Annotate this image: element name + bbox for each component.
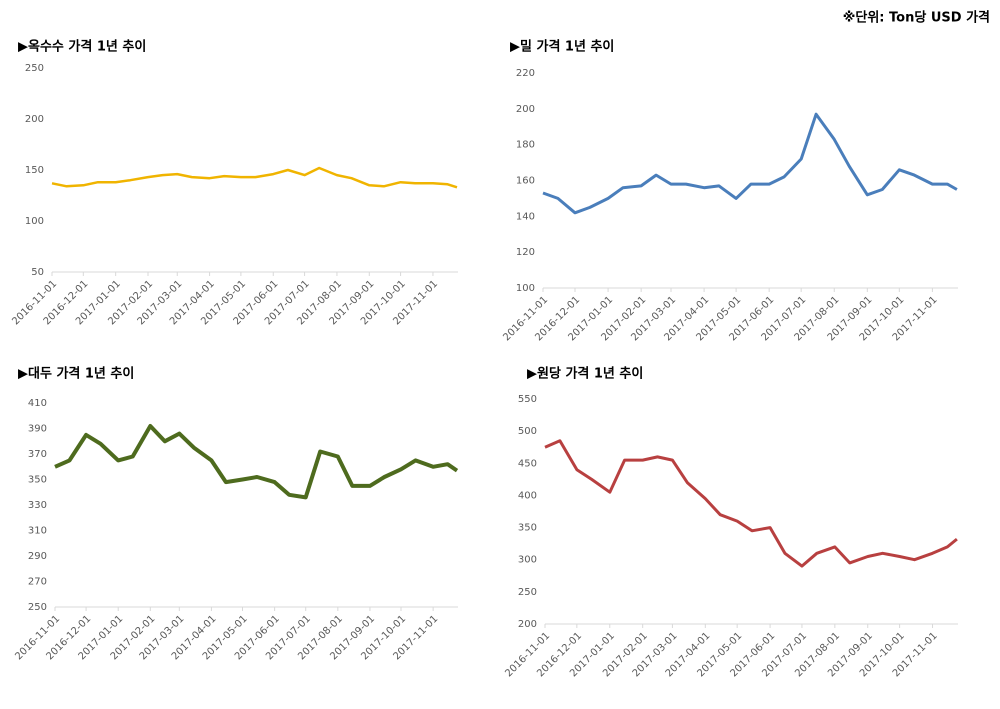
y-tick-label: 300	[518, 555, 537, 566]
y-tick-label: 220	[516, 68, 535, 79]
price-line	[51, 166, 458, 189]
y-tick-label: 350	[518, 523, 537, 534]
y-tick-label: 410	[28, 398, 47, 409]
y-tick-label: 250	[25, 63, 44, 74]
y-tick-label: 180	[516, 140, 535, 151]
y-tick-label: 120	[516, 247, 535, 258]
y-tick-label: 270	[28, 577, 47, 588]
y-tick-label: 550	[518, 394, 537, 405]
y-tick-label: 200	[25, 114, 44, 125]
y-tick-label: 370	[28, 449, 47, 460]
price-line	[542, 112, 958, 215]
chart-title: ▶밀 가격 1년 추이	[510, 39, 614, 55]
unit-note: ※단위: Ton당 USD 가격	[843, 10, 990, 26]
chart-title: ▶옥수수 가격 1년 추이	[18, 39, 146, 55]
y-tick-label: 250	[518, 587, 537, 598]
y-tick-label: 50	[31, 267, 44, 278]
chart-title: ▶대두 가격 1년 추이	[18, 366, 134, 382]
y-tick-label: 100	[516, 283, 535, 294]
y-tick-label: 200	[518, 619, 537, 630]
y-tick-label: 140	[516, 211, 535, 222]
y-tick-label: 400	[518, 490, 537, 501]
y-tick-label: 310	[28, 526, 47, 537]
y-tick-label: 350	[28, 475, 47, 486]
y-tick-label: 390	[28, 424, 47, 435]
y-tick-label: 150	[25, 165, 44, 176]
chart-title: ▶원당 가격 1년 추이	[527, 366, 643, 382]
y-tick-label: 250	[28, 602, 47, 613]
y-tick-label: 160	[516, 176, 535, 187]
y-tick-label: 500	[518, 426, 537, 437]
price-line	[544, 439, 958, 568]
y-tick-label: 290	[28, 551, 47, 562]
price-line	[54, 424, 459, 500]
y-tick-label: 450	[518, 458, 537, 469]
y-tick-label: 200	[516, 104, 535, 115]
y-tick-label: 100	[25, 216, 44, 227]
y-tick-label: 330	[28, 500, 47, 511]
